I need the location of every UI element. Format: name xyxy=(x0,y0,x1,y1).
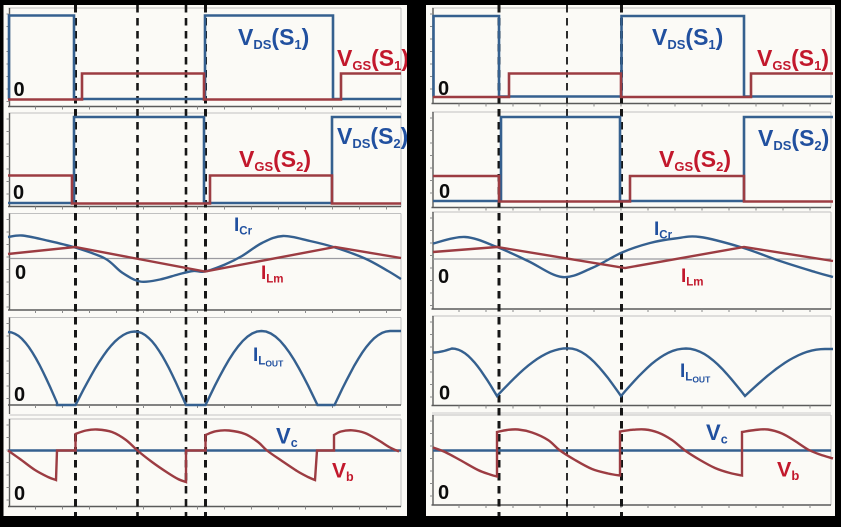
svg-text:0: 0 xyxy=(14,483,25,505)
svg-text:0: 0 xyxy=(438,482,449,504)
svg-text:0: 0 xyxy=(13,182,24,204)
svg-text:0: 0 xyxy=(439,383,450,405)
svg-text:VDS(S1): VDS(S1) xyxy=(652,24,723,52)
svg-text:0: 0 xyxy=(438,78,449,100)
svg-text:0: 0 xyxy=(439,181,450,203)
svg-text:0: 0 xyxy=(15,262,26,284)
svg-text:0: 0 xyxy=(14,79,25,101)
svg-text:0: 0 xyxy=(14,384,25,406)
svg-text:VGS(S1): VGS(S1) xyxy=(337,45,409,73)
svg-text:0: 0 xyxy=(438,266,449,288)
